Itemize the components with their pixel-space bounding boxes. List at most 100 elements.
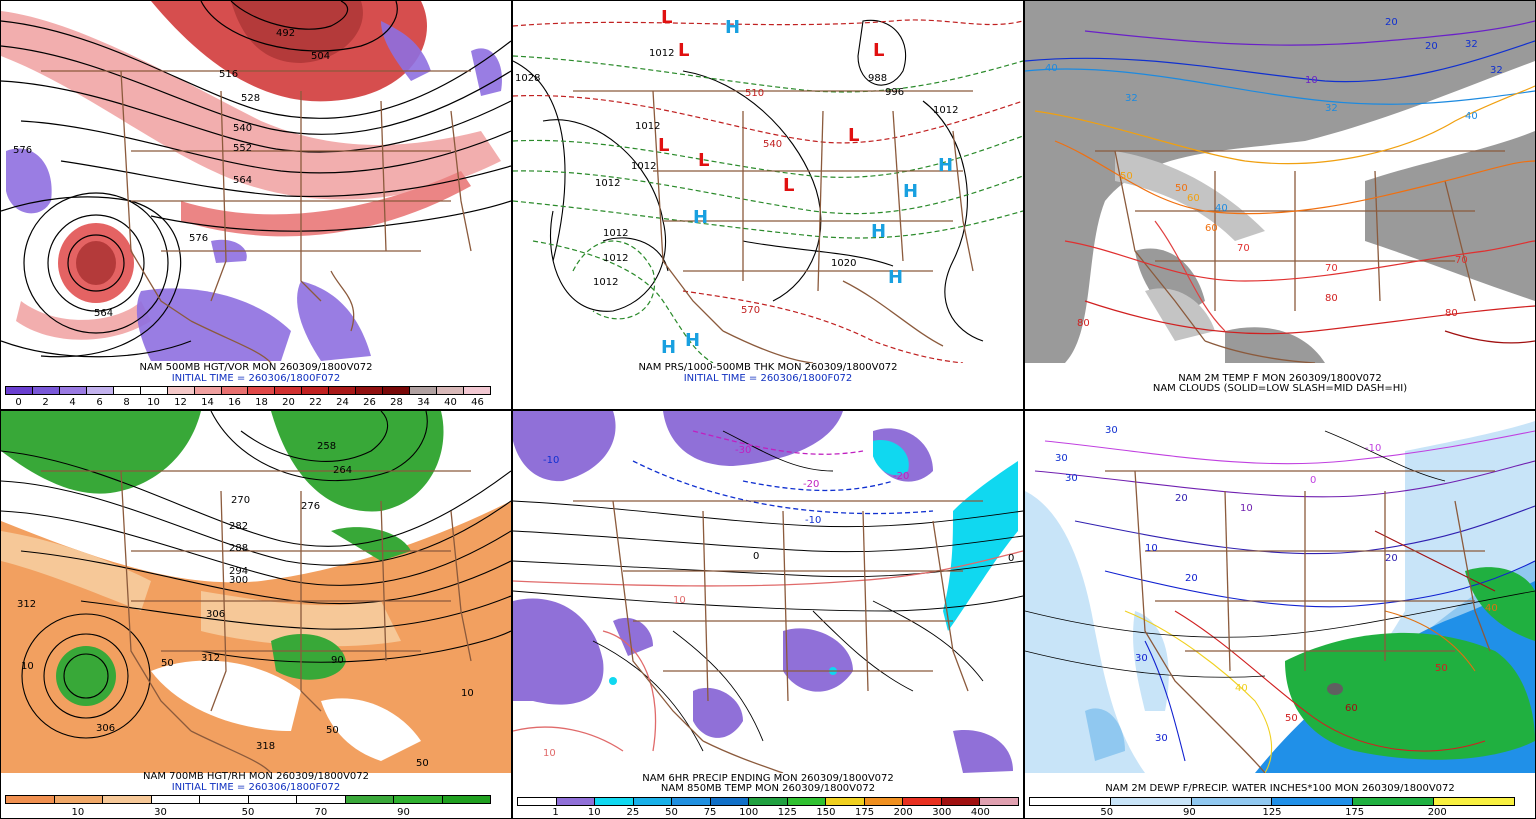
scale-swatch — [345, 796, 394, 803]
contour-label: 50 — [161, 658, 174, 669]
scale-swatch — [437, 387, 464, 394]
high-pressure-center: H — [685, 330, 700, 351]
temp-contour-label: 80 — [1077, 318, 1090, 329]
scale-swatch — [518, 798, 557, 805]
scale-label: 125 — [1262, 807, 1282, 818]
scale-swatch — [980, 798, 1018, 805]
dewpoint-contour-label: 50 — [1285, 713, 1298, 724]
low-pressure-center: L — [698, 150, 709, 171]
clouds-legend-note: NAM CLOUDS (SOLID=LOW SLASH=MID DASH=HI) — [1152, 383, 1408, 394]
temp-contour-label: 10 — [543, 748, 556, 759]
contour-label: 1012 — [649, 48, 674, 59]
contour-label: 1012 — [635, 121, 660, 132]
high-pressure-center: H — [938, 155, 953, 176]
scale-swatch — [86, 387, 114, 394]
temp-contour-label: 32 — [1490, 65, 1503, 76]
scale-swatch — [59, 387, 87, 394]
contour-label: 306 — [206, 609, 225, 620]
temp-contour-label: 32 — [1325, 103, 1338, 114]
dewpoint-contour-label: 30 — [1065, 473, 1078, 484]
scale-label: 50 — [1100, 807, 1114, 818]
scale-swatch — [275, 387, 303, 394]
dewpoint-contour-label: 20 — [1385, 553, 1398, 564]
scale-label: 18 — [255, 397, 268, 408]
contour-label: 576 — [189, 233, 208, 244]
scale-swatch — [151, 796, 200, 803]
scale-swatch — [394, 796, 443, 803]
panel-700mb-hgt-rh: 258 264 270 276 282 288 294 300 306 312 … — [0, 410, 512, 819]
dewpoint-contour-label: -10 — [1365, 443, 1381, 454]
scale-label: 14 — [201, 397, 214, 408]
contour-label: 528 — [241, 93, 260, 104]
scale-label: 10 — [71, 807, 85, 818]
dewpoint-contour-label: 30 — [1155, 733, 1168, 744]
scale-swatch — [140, 387, 168, 394]
scale-swatch — [356, 387, 384, 394]
rh-scale-labels: 10 30 50 70 90 — [5, 808, 491, 818]
precip-water-color-scale — [1029, 797, 1515, 806]
dewpoint-contour-label: 10 — [1240, 503, 1253, 514]
temp-contour-label: 70 — [1325, 263, 1338, 274]
scale-swatch — [6, 387, 33, 394]
scale-label: 175 — [854, 807, 875, 818]
high-pressure-center: H — [661, 337, 676, 358]
panel-precip-850mb-temp: -30 -20 -10 0 10 -10 -20 10 0 NAM 6HR PR… — [512, 410, 1024, 819]
scale-swatch — [200, 796, 249, 803]
scale-swatch — [903, 798, 942, 805]
temp-contour-label: 80 — [1325, 293, 1338, 304]
scale-swatch — [103, 796, 152, 803]
contour-label: 492 — [276, 28, 295, 39]
scale-label: 6 — [96, 397, 103, 408]
temp-contour-label: -30 — [735, 445, 751, 456]
contour-label: 1012 — [603, 253, 628, 264]
temp-contour-label: 10 — [1305, 75, 1318, 86]
contour-label: 50 — [326, 725, 339, 736]
scale-label: 175 — [1345, 807, 1365, 818]
vorticity-color-scale — [5, 386, 491, 395]
scale-label: 90 — [397, 807, 410, 818]
high-pressure-center: H — [725, 17, 740, 38]
scale-label: 100 — [739, 807, 759, 818]
contour-label: 288 — [229, 543, 248, 554]
scale-label: 46 — [471, 397, 484, 408]
temp-contour-label: 40 — [1465, 111, 1478, 122]
scale-label: 8 — [123, 397, 130, 408]
temp-contour-label: 40 — [1045, 63, 1058, 74]
panel-title: NAM 6HR PRECIP ENDING MON 260309/1800V07… — [642, 773, 894, 784]
temp-contour-label: 80 — [1445, 308, 1458, 319]
dewpoint-contour-label: 20 — [1175, 493, 1188, 504]
temp-contour-label: 32 — [1125, 93, 1138, 104]
dewpoint-contour-label: 30 — [1135, 653, 1148, 664]
scale-swatch — [787, 798, 827, 805]
dewpoint-contour-label: 20 — [1185, 573, 1198, 584]
dewpoint-contour-label: 30 — [1055, 453, 1068, 464]
contour-label: 540 — [233, 123, 252, 134]
scale-label: 150 — [816, 807, 836, 818]
contour-label: 306 — [96, 723, 115, 734]
scale-swatch — [1272, 798, 1354, 805]
scale-swatch — [672, 798, 711, 805]
panel-title: NAM 700MB HGT/RH MON 260309/1800V072 — [143, 771, 369, 782]
scale-swatch — [54, 796, 103, 803]
scale-label: 200 — [893, 807, 913, 818]
scale-swatch — [410, 387, 437, 394]
contour-label: 258 — [317, 441, 336, 452]
temp-contour-label: -20 — [803, 479, 819, 490]
scale-swatch — [556, 798, 596, 805]
panel-title: NAM 2M DEWP F/PRECIP. WATER INCHES*100 M… — [1105, 783, 1455, 794]
dewpoint-contour-label: 30 — [1105, 425, 1118, 436]
scale-swatch — [113, 387, 141, 394]
contour-label: 270 — [231, 495, 250, 506]
initial-time-label: INITIAL TIME = 260306/1800F072 — [171, 782, 341, 793]
scale-label: 28 — [390, 397, 403, 408]
scale-swatch — [302, 387, 330, 394]
scale-label: 22 — [309, 397, 322, 408]
temp-contour-label: 32 — [1465, 39, 1478, 50]
panel-subtitle: NAM 850MB TEMP MON 260309/1800V072 — [660, 783, 876, 794]
scale-swatch — [442, 796, 490, 803]
scale-swatch — [248, 387, 276, 394]
contour-label: 988 — [868, 73, 887, 84]
panel-title: NAM PRS/1000-500MB THK MON 260309/1800V0… — [638, 362, 898, 373]
temp-contour-label: 0 — [753, 551, 759, 562]
contour-label: 312 — [201, 653, 220, 664]
